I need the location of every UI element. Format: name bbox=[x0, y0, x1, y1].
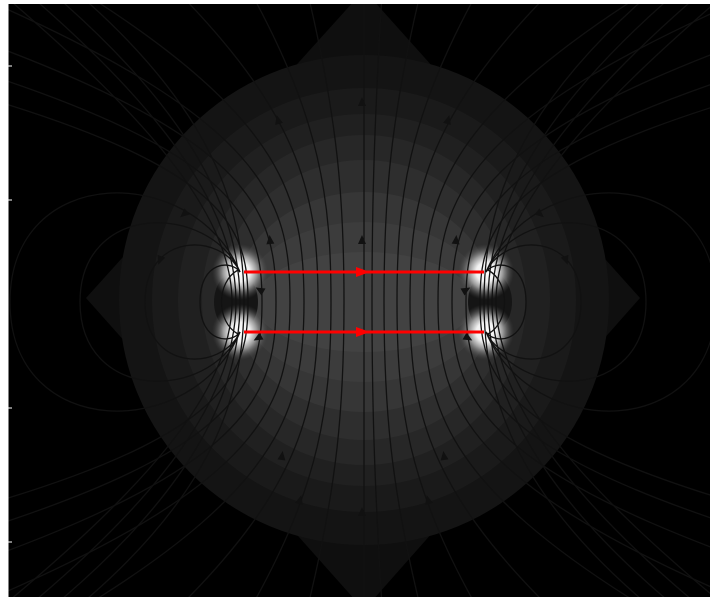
field-arrow bbox=[358, 507, 366, 516]
field-line bbox=[437, 13, 710, 588]
lower-conductor-current-arrow bbox=[356, 327, 370, 337]
field-arrow bbox=[425, 495, 433, 505]
field-line bbox=[383, 4, 419, 597]
field-loop bbox=[199, 264, 241, 340]
field-line bbox=[63, 4, 241, 597]
field-arrow bbox=[157, 254, 166, 265]
field-loop bbox=[485, 192, 710, 412]
field-line bbox=[8, 80, 263, 522]
field-line bbox=[487, 4, 665, 597]
field-line bbox=[8, 8, 291, 592]
field-line bbox=[8, 50, 277, 552]
field-arrow bbox=[180, 208, 190, 218]
field-arrow bbox=[266, 235, 275, 245]
field-line bbox=[451, 54, 710, 548]
field-loop bbox=[220, 269, 239, 335]
field-loop bbox=[9, 192, 241, 412]
field-loop bbox=[79, 222, 241, 382]
field-arrow bbox=[295, 495, 303, 505]
field-line bbox=[423, 4, 630, 597]
field-arrow bbox=[275, 115, 283, 125]
field-arrow bbox=[560, 254, 569, 265]
field-line bbox=[88, 4, 245, 597]
field-loop bbox=[485, 222, 647, 382]
field-line bbox=[483, 4, 640, 597]
field-arrow bbox=[451, 235, 460, 245]
field-line bbox=[309, 4, 345, 597]
field-arrow bbox=[534, 208, 544, 218]
field-arrow bbox=[440, 451, 449, 461]
field-arrow bbox=[358, 97, 366, 106]
field-arrow bbox=[255, 287, 266, 296]
field-loop bbox=[487, 269, 506, 335]
field-line bbox=[38, 4, 237, 597]
field-arrow bbox=[253, 332, 264, 341]
field-loop bbox=[485, 264, 527, 340]
field-arrow bbox=[462, 332, 473, 341]
field-line bbox=[8, 104, 249, 499]
field-arrow bbox=[443, 115, 451, 125]
field-line bbox=[371, 4, 383, 597]
field-line bbox=[491, 4, 690, 597]
field-line bbox=[188, 4, 319, 597]
field-loop bbox=[144, 244, 241, 360]
axis-ticks bbox=[7, 4, 12, 597]
field-arrow bbox=[358, 235, 366, 244]
field-loop bbox=[485, 244, 582, 360]
conductors bbox=[244, 267, 484, 337]
field-line bbox=[12, 4, 233, 597]
field-line bbox=[98, 4, 305, 597]
field-line bbox=[465, 84, 710, 519]
field-arrow bbox=[277, 451, 286, 461]
field-line bbox=[479, 107, 710, 496]
field-line bbox=[409, 4, 540, 597]
field-arrow bbox=[460, 287, 471, 296]
field-line bbox=[495, 6, 710, 595]
upper-conductor-current-arrow bbox=[356, 267, 370, 277]
